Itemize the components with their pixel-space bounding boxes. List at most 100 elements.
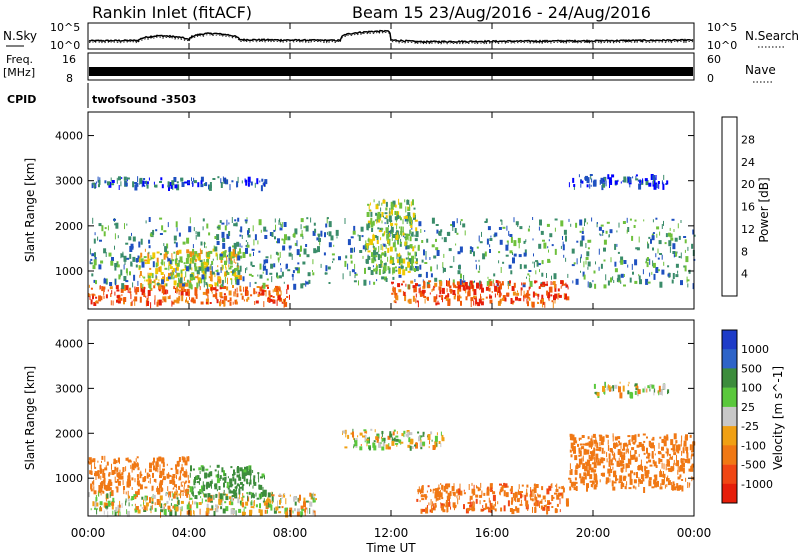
- power-cell: [511, 301, 514, 305]
- power-cell: [600, 263, 603, 269]
- velocity-cell: [143, 506, 147, 511]
- power-cell: [561, 284, 563, 287]
- power-cell: [553, 284, 556, 289]
- power-cell: [647, 281, 651, 284]
- power-cell: [215, 282, 219, 286]
- power-cell: [110, 260, 114, 266]
- velocity-cell: [604, 390, 606, 395]
- power-cell: [390, 224, 392, 230]
- velocity-cell: [309, 501, 313, 507]
- power-cell: [277, 295, 281, 301]
- velocity-cell: [533, 487, 537, 494]
- velocity-cell: [281, 506, 284, 509]
- velocity-cell: [173, 487, 175, 490]
- power-cell: [135, 258, 139, 262]
- velocity-cell: [417, 489, 421, 493]
- velocity-cell: [194, 486, 196, 489]
- power-cell: [402, 226, 404, 233]
- velocity-cell: [628, 487, 632, 490]
- power-cell: [239, 265, 242, 272]
- power-cell: [402, 258, 406, 264]
- velocity-cell: [170, 502, 172, 506]
- velocity-cell: [90, 488, 93, 492]
- power-cell: [383, 263, 386, 266]
- power-cell: [236, 275, 240, 279]
- velocity-cell: [396, 431, 398, 435]
- power-cell: [389, 246, 393, 252]
- power-cell: [481, 231, 482, 237]
- power-cell: [677, 223, 679, 229]
- power-cell: [156, 251, 160, 254]
- power-cell: [277, 252, 279, 256]
- power-cell: [674, 237, 678, 242]
- power-cell: [182, 241, 186, 245]
- power-cell: [221, 299, 224, 304]
- power-cell: [614, 243, 617, 250]
- power-cell: [414, 213, 416, 217]
- power-cell: [554, 297, 556, 304]
- power-cell: [502, 226, 506, 229]
- power-cell: [189, 296, 190, 300]
- power-cell: [195, 293, 198, 299]
- power-cell: [407, 256, 409, 260]
- velocity-cell: [490, 487, 493, 491]
- power-cell: [407, 234, 410, 236]
- power-cell: [175, 221, 178, 228]
- power-cell: [541, 260, 544, 265]
- velocity-cell: [469, 501, 472, 505]
- power-cell: [524, 249, 527, 256]
- power-cell: [376, 279, 378, 282]
- power-cell: [684, 249, 686, 253]
- velocity-cell: [608, 459, 611, 462]
- velocity-cell: [597, 448, 601, 451]
- power-cell: [196, 282, 199, 289]
- velocity-cell: [286, 508, 288, 515]
- power-cell: [170, 272, 172, 275]
- velocity-cell: [447, 496, 448, 502]
- power-cell: [476, 301, 478, 304]
- power-cell: [672, 273, 675, 279]
- power-cell: [166, 283, 168, 287]
- power-cell: [442, 298, 443, 303]
- power-cell: [449, 285, 452, 289]
- power-cell: [92, 182, 96, 185]
- power-cell: [384, 253, 387, 257]
- velocity-cell: [157, 486, 158, 490]
- power-cell: [178, 289, 182, 292]
- velocity-cell: [221, 499, 223, 506]
- velocity-cell: [490, 505, 492, 509]
- power-cell: [114, 263, 118, 267]
- velocity-cell: [382, 441, 385, 447]
- power-cell: [220, 267, 224, 271]
- power-cell: [173, 280, 177, 286]
- power-cell: [691, 243, 694, 249]
- power-cell: [489, 299, 493, 304]
- velocity-cell: [196, 475, 198, 480]
- power-cell: [460, 284, 463, 287]
- power-cell: [447, 293, 450, 298]
- velocity-cell: [170, 467, 173, 470]
- velocity-cell: [556, 503, 559, 507]
- power-cell: [225, 179, 229, 185]
- power-cell: [203, 259, 205, 263]
- velocity-cell: [659, 436, 662, 439]
- velocity-cell: [634, 457, 638, 462]
- velocity-cell: [539, 502, 540, 508]
- power-cell: [657, 181, 660, 184]
- power-cell: [231, 180, 234, 183]
- power-cell: [178, 289, 180, 295]
- velocity-cell: [133, 494, 137, 498]
- velocity-cell: [378, 441, 382, 448]
- velocity-cell: [636, 472, 638, 478]
- velocity-cell: [615, 458, 617, 462]
- velocity-cell: [199, 471, 201, 474]
- velocity-cell: [574, 469, 578, 475]
- velocity-cell: [578, 449, 581, 454]
- power-cell: [231, 217, 233, 223]
- power-cell: [158, 288, 161, 292]
- velocity-cell: [381, 446, 385, 451]
- power-cell: [320, 263, 322, 268]
- power-cell: [510, 270, 513, 275]
- power-cell: [164, 246, 168, 253]
- colorbar-tick-label: 20: [741, 178, 755, 191]
